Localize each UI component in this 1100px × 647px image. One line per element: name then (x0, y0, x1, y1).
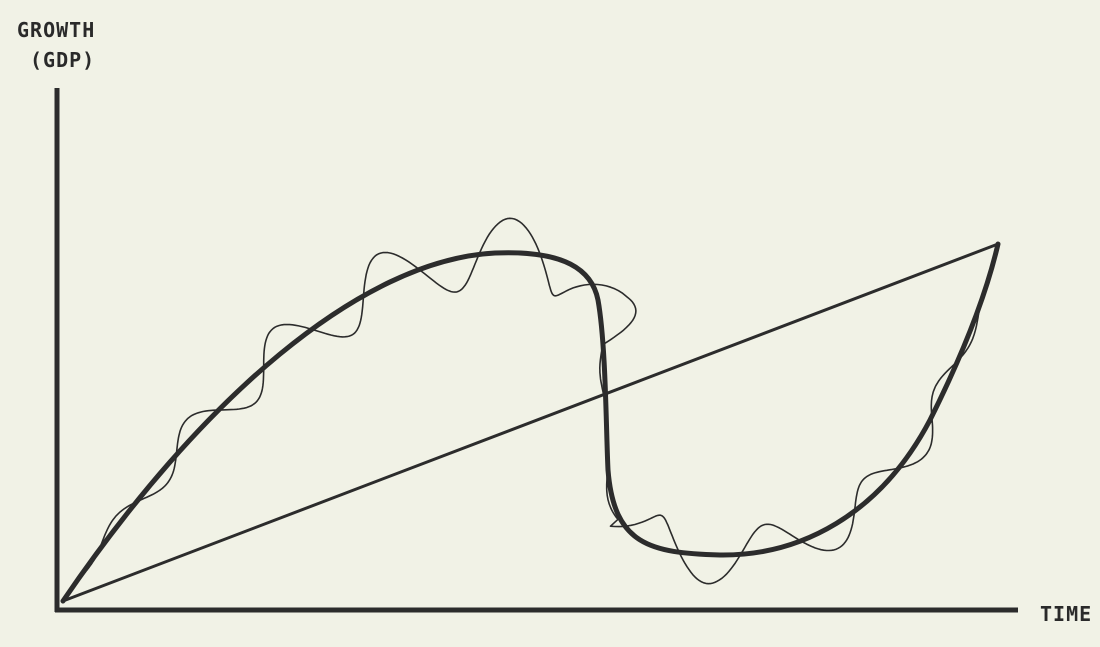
y-axis-label-line1: GROWTH (17, 18, 95, 42)
y-axis-label-line2: (GDP) (30, 48, 95, 72)
x-axis-label: TIME (1040, 602, 1092, 626)
business-cycle-curve (60, 241, 1001, 604)
trend-line (61, 242, 1000, 603)
short-term-fluctuations-curve (62, 217, 999, 602)
